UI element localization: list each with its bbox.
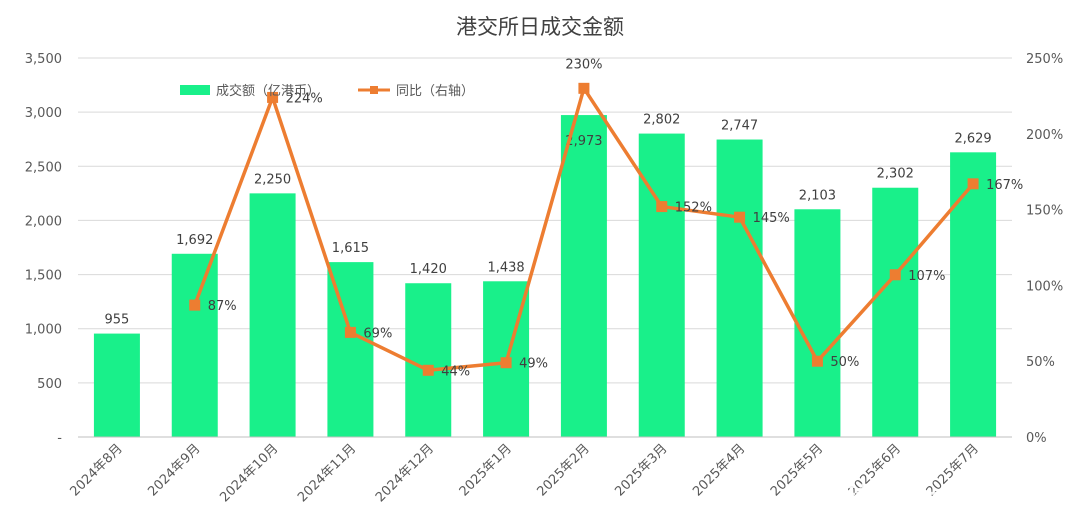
y-axis-right: 0% 50% 100% 150% 200% 250%	[1026, 52, 1063, 446]
line-data-label: 224%	[286, 91, 323, 106]
line-data-label: 167%	[986, 178, 1023, 193]
y2-tick-label: 150%	[1026, 204, 1063, 219]
line-data-labels: 87% 224% 69% 44% 49% 230% 152% 145% 50% 107% 167%	[208, 57, 1024, 379]
grid	[78, 57, 1012, 384]
line-series	[189, 82, 979, 376]
legend-line-marker	[370, 86, 378, 94]
line-marker	[422, 364, 434, 376]
bar-series	[93, 115, 997, 438]
line-data-label: 49%	[519, 357, 548, 372]
line-marker	[344, 326, 356, 338]
x-tick-label: 2024年9月	[145, 441, 203, 499]
line-marker	[578, 82, 590, 94]
x-tick-label: 2025年2月	[535, 441, 593, 499]
line-data-label: 69%	[363, 326, 392, 341]
legend-bar-swatch	[180, 85, 210, 95]
y-tick-label: 3,500	[25, 52, 62, 67]
line-marker	[500, 357, 512, 369]
line-data-label: 230%	[565, 57, 602, 72]
x-tick-label: 2025年3月	[612, 441, 670, 499]
bar	[171, 253, 218, 437]
bar-data-label: 1,615	[332, 241, 369, 256]
bar	[872, 187, 919, 437]
y2-tick-label: 200%	[1026, 128, 1063, 143]
y-tick-label: 500	[37, 377, 62, 392]
y-axis-left: - 500 1,000 1,500 2,000 2,500 3,000 3,500	[25, 52, 63, 446]
bar	[405, 283, 452, 437]
y2-tick-label: 100%	[1026, 279, 1063, 294]
line-marker	[189, 299, 201, 311]
chart-title: 港交所日成交金额	[456, 15, 624, 39]
y-tick-label: -	[57, 431, 62, 446]
bar-data-label: 1,420	[410, 262, 447, 277]
line-marker	[967, 178, 979, 190]
y2-tick-label: 50%	[1026, 355, 1055, 370]
y-tick-label: 2,000	[25, 214, 62, 229]
y-tick-label: 3,000	[25, 106, 62, 121]
x-tick-label: 2024年10月	[217, 441, 281, 505]
line-marker	[889, 269, 901, 281]
y2-tick-label: 250%	[1026, 52, 1063, 67]
line-data-label: 152%	[675, 201, 712, 216]
bar-data-label: 1,438	[487, 260, 524, 275]
line-data-label: 44%	[441, 364, 470, 379]
legend-line-label: 同比（右轴）	[396, 84, 474, 99]
line-marker	[734, 211, 746, 223]
bar	[716, 139, 763, 438]
bar-data-labels: 955 1,692 2,250 1,615 1,420 1,438 2,973 2,802 2,…	[105, 113, 992, 328]
bar	[560, 115, 607, 437]
bar-data-label: 2,973	[565, 134, 602, 149]
line-data-label: 50%	[830, 355, 859, 370]
line-marker	[811, 355, 823, 367]
x-tick-label: 2024年8月	[68, 441, 126, 499]
bar-data-label: 1,692	[176, 233, 213, 248]
bar-data-label: 2,629	[954, 131, 991, 146]
x-tick-label: 2025年5月	[768, 441, 826, 499]
y-tick-label: 1,000	[25, 323, 62, 338]
line-data-label: 107%	[908, 269, 945, 284]
bar-data-label: 2,747	[721, 119, 758, 134]
bar-data-label: 955	[105, 313, 130, 328]
bar-data-label: 2,103	[799, 188, 836, 203]
line-data-label: 87%	[208, 299, 237, 314]
bar	[249, 193, 296, 437]
watermark: 雪球：matias	[820, 483, 997, 513]
y-tick-label: 1,500	[25, 269, 62, 284]
line-data-label: 145%	[753, 211, 790, 226]
legend-bar-label: 成交额（亿港币）	[216, 83, 320, 99]
line-marker	[267, 91, 279, 103]
x-tick-label: 2024年11月	[295, 441, 359, 505]
x-tick-label: 2025年1月	[457, 441, 515, 499]
line-marker	[656, 201, 668, 213]
bar-data-label: 2,250	[254, 172, 291, 187]
y-tick-label: 2,500	[25, 160, 62, 175]
bar	[794, 209, 841, 437]
bar	[93, 333, 140, 437]
bar	[950, 152, 997, 437]
x-tick-label: 2025年4月	[690, 441, 748, 499]
y2-tick-label: 0%	[1026, 431, 1047, 446]
bar-data-label: 2,802	[643, 113, 680, 128]
x-tick-label: 2024年12月	[373, 441, 437, 505]
bar-data-label: 2,302	[877, 167, 914, 182]
legend: 成交额（亿港币） 同比（右轴）	[180, 83, 474, 99]
